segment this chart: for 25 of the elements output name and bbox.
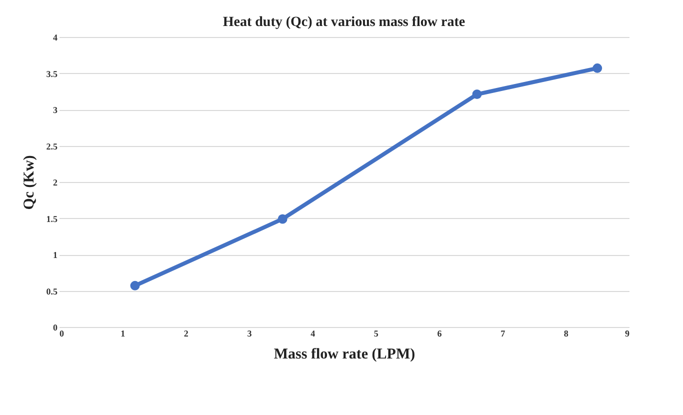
point: [130, 280, 140, 290]
x-tick-label: 1: [120, 328, 126, 338]
y-tick-label: 1.5: [46, 214, 58, 224]
x-tick-label: 7: [500, 328, 506, 338]
x-tick-label: 8: [564, 328, 569, 338]
y-tick-label: 3.5: [46, 68, 58, 79]
x-axis-title: Mass flow rate (LPM): [274, 346, 416, 362]
y-tick-label: 3: [53, 105, 58, 115]
x-tick-label: 6: [437, 328, 442, 338]
y-tick-label: 4: [53, 32, 58, 42]
chart-title: Heat duty (Qc) at various mass flow rate: [222, 15, 466, 30]
x-tick-label: 3: [247, 328, 252, 338]
x-tick-label: 5: [374, 328, 379, 338]
y-tick-label: 2.5: [46, 141, 58, 152]
point: [472, 90, 482, 100]
y-tick-label: 2: [53, 178, 58, 188]
x-tick-label: 4: [310, 328, 316, 338]
x-tick-label: 2: [184, 328, 189, 338]
point: [592, 63, 602, 73]
y-axis-title: Qc (Kw): [21, 155, 38, 210]
x-tick-label: 0: [60, 328, 64, 338]
point: [278, 214, 288, 224]
y-tick-label: 0.5: [46, 286, 58, 296]
y-tick-label: 1: [53, 250, 58, 260]
x-tick-label: 9: [625, 328, 630, 338]
